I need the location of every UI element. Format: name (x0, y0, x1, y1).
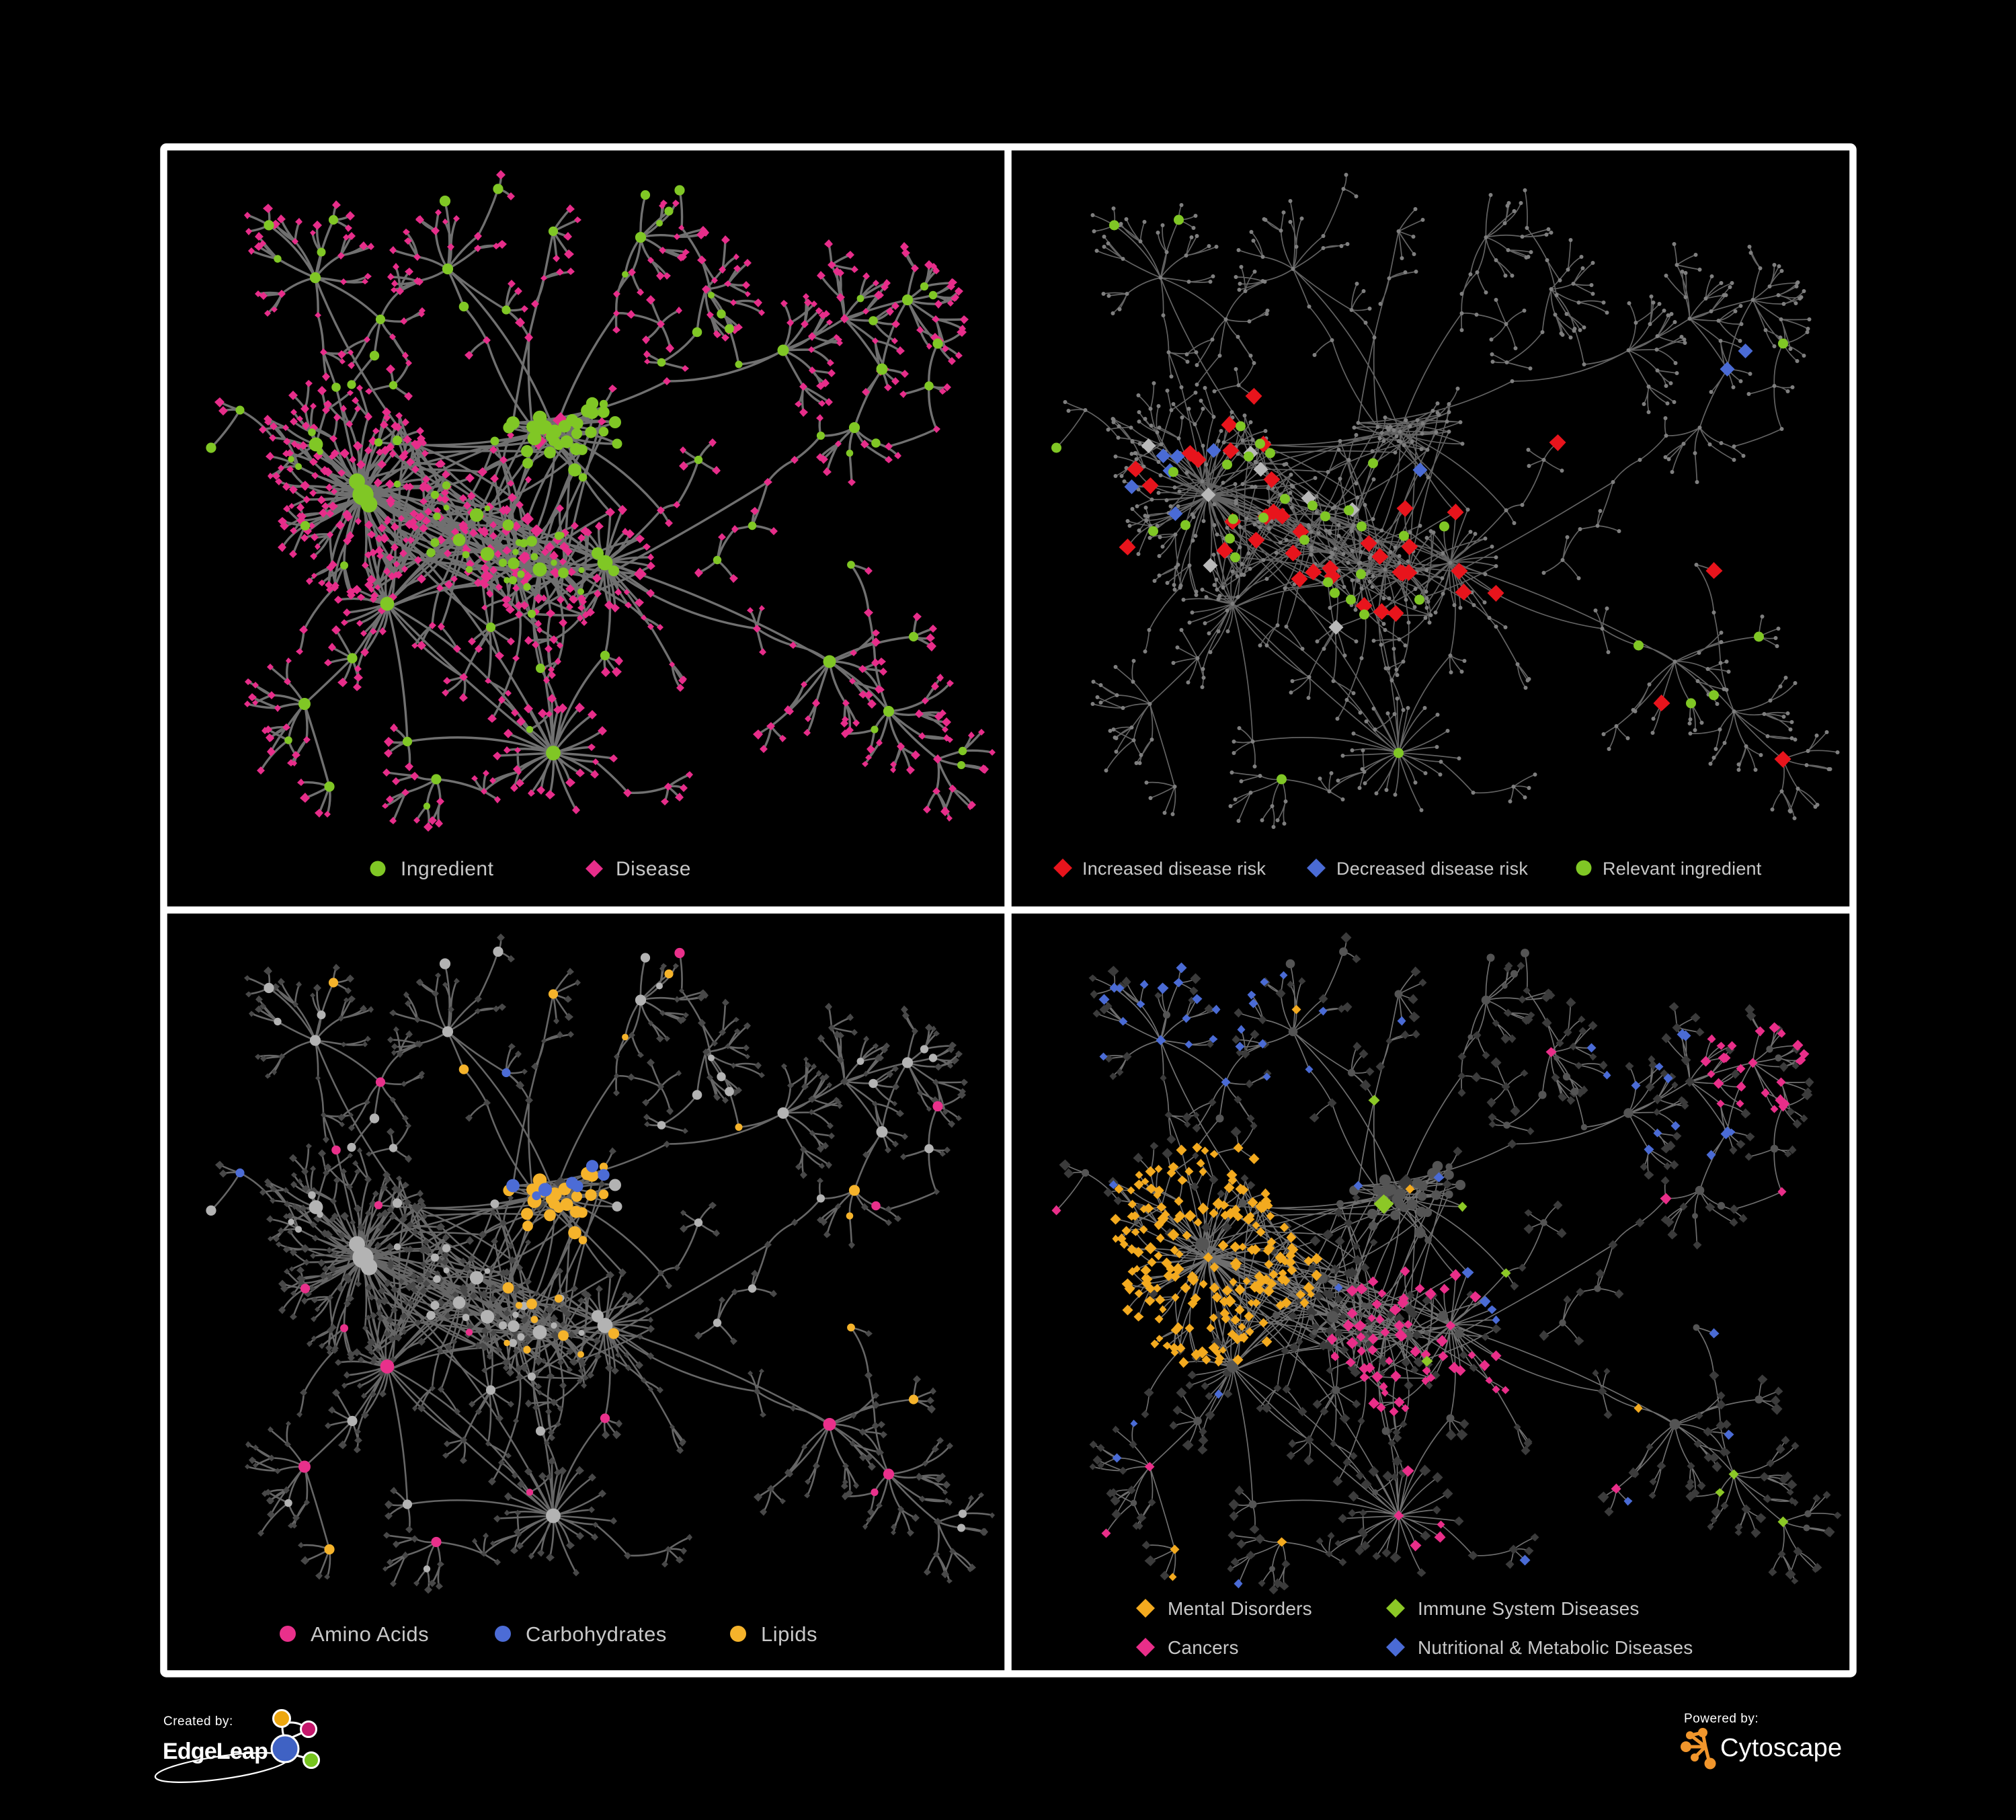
svg-text:Created by:: Created by: (163, 1714, 233, 1729)
svg-text:Carbohydrates: Carbohydrates (526, 1622, 667, 1646)
svg-text:Powered by:: Powered by: (1684, 1712, 1759, 1726)
svg-text:Relevant ingredient: Relevant ingredient (1603, 859, 1762, 879)
svg-text:Cytoscape: Cytoscape (1720, 1734, 1842, 1762)
svg-text:Increased disease risk: Increased disease risk (1082, 859, 1266, 879)
svg-text:Lipids: Lipids (761, 1622, 817, 1646)
svg-text:Mental Disorders: Mental Disorders (1168, 1598, 1312, 1619)
svg-text:EdgeLeap: EdgeLeap (163, 1739, 268, 1764)
svg-text:Amino Acids: Amino Acids (311, 1622, 429, 1646)
svg-text:Immune System Diseases: Immune System Diseases (1418, 1598, 1640, 1619)
svg-text:Disease: Disease (616, 858, 691, 880)
svg-text:Decreased disease risk: Decreased disease risk (1336, 859, 1528, 879)
svg-text:Nutritional & Metabolic Diseas: Nutritional & Metabolic Diseases (1418, 1637, 1693, 1658)
svg-text:Ingredient: Ingredient (401, 858, 494, 880)
svg-text:Cancers: Cancers (1168, 1637, 1239, 1658)
